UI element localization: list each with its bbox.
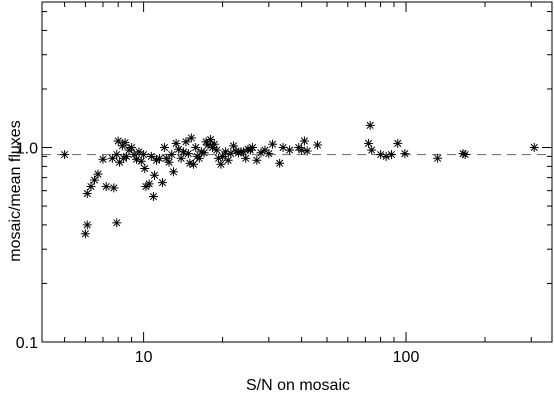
y-axis-title: mosaic/mean fluxes: [7, 120, 24, 261]
data-point: [400, 149, 410, 159]
data-point: [275, 158, 285, 168]
data-point: [313, 140, 323, 150]
data-point: [248, 143, 258, 153]
data-point: [139, 150, 149, 160]
axis-ticks: [42, 2, 552, 343]
data-point: [174, 144, 184, 154]
y-tick-label-1.0: 1.0: [16, 141, 38, 158]
data-point: [365, 120, 375, 130]
data-point: [278, 143, 288, 153]
x-tick-label-10: 10: [135, 349, 153, 366]
data-point: [157, 178, 167, 188]
data-point: [241, 153, 251, 163]
data-point: [285, 145, 295, 155]
data-point: [159, 143, 169, 153]
data-point: [149, 170, 159, 180]
data-point: [223, 155, 233, 165]
data-point: [212, 145, 222, 155]
data-point: [189, 159, 199, 169]
data-point: [101, 182, 111, 192]
data-point: [460, 150, 470, 160]
data-point: [112, 150, 122, 160]
data-point: [109, 183, 119, 193]
data-point: [199, 148, 209, 158]
data-point: [60, 150, 70, 160]
data-point: [86, 182, 96, 192]
data-point: [433, 153, 443, 163]
data-point: [120, 138, 130, 148]
data-point: [529, 143, 539, 153]
data-point: [364, 138, 374, 148]
plot-frame: [41, 1, 553, 343]
data-point: [146, 151, 156, 161]
data-point: [367, 145, 377, 155]
x-axis-title: S/N on mosaic: [246, 377, 350, 394]
y-tick-label-0.1: 0.1: [16, 335, 38, 352]
data-point: [393, 138, 403, 148]
data-point: [299, 136, 309, 146]
data-point: [216, 159, 226, 169]
x-tick-label-100: 100: [393, 349, 420, 366]
data-point: [191, 143, 201, 153]
data-point: [167, 150, 177, 160]
data-point: [194, 153, 204, 163]
data-point: [218, 151, 228, 161]
data-point: [206, 134, 216, 144]
data-point: [144, 179, 154, 189]
data-point: [134, 147, 144, 157]
data-points: [60, 120, 539, 239]
data-point: [302, 146, 312, 156]
data-point: [93, 169, 103, 179]
data-point: [386, 150, 396, 160]
data-point: [238, 147, 248, 157]
data-point: [98, 154, 108, 164]
data-point: [136, 156, 146, 166]
data-point: [181, 137, 191, 147]
data-point: [183, 149, 193, 159]
data-point: [176, 153, 186, 163]
data-point: [140, 163, 150, 173]
data-point: [80, 229, 90, 239]
data-point: [268, 139, 278, 149]
data-point: [161, 153, 171, 163]
data-point: [82, 189, 92, 199]
data-point: [186, 133, 196, 143]
data-point: [148, 191, 158, 201]
data-point: [127, 143, 137, 153]
data-point: [169, 167, 179, 177]
data-point: [264, 149, 274, 159]
data-point: [82, 220, 92, 230]
data-point: [252, 155, 262, 165]
data-point: [112, 218, 122, 228]
data-point: [164, 157, 174, 167]
